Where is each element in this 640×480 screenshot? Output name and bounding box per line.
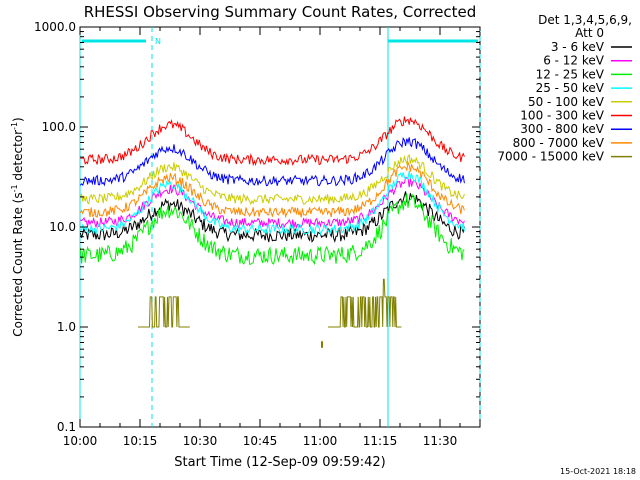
series-line-100-300kev (80, 116, 465, 167)
chart-title: RHESSI Observing Summary Count Rates, Co… (84, 3, 477, 21)
series-line-7000-15000-kev (138, 296, 190, 328)
legend-header-line2: Att 0 (575, 26, 604, 40)
x-tick-label: 10:15 (123, 434, 158, 448)
series-line-6-12kev (80, 177, 465, 230)
x-axis-label: Start Time (12-Sep-09 09:59:42) (174, 455, 385, 470)
series-line-3-6kev (79, 191, 465, 244)
legend-label: 3 - 6 keV (551, 40, 605, 54)
legend-label: 50 - 100 keV (528, 95, 605, 109)
x-axis: 10:00 10:15 10:30 10:45 11:00 11:15 11:30 (63, 27, 481, 448)
y-tick-label: 1.0 (57, 320, 76, 334)
series-line-300-800kev (80, 137, 465, 187)
y-tick-label: 100.0 (42, 120, 76, 134)
saa-layer: N (79, 27, 481, 427)
series-line-12-25kev (79, 193, 465, 266)
y-axis: 1000.0 100.0 10.0 1.0 0.1 (34, 20, 480, 434)
y-tick-label: 10.0 (49, 220, 76, 234)
legend-label: 12 - 25 keV (536, 67, 605, 81)
legend-label: 25 - 50 keV (536, 81, 605, 95)
x-tick-label: 11:30 (423, 434, 458, 448)
x-tick-label: 10:30 (183, 434, 218, 448)
legend-label: 6 - 12 keV (543, 54, 605, 68)
series-line-50-100kev (80, 153, 465, 206)
y-tick-label: 0.1 (57, 420, 76, 434)
series-line-25-50kev (80, 171, 465, 236)
legend-label: 7000 - 15000 keV (497, 150, 604, 164)
legend-label: 800 - 7000 keV (513, 136, 605, 150)
legend-label: 300 - 800 keV (520, 122, 604, 136)
x-tick-label: 11:15 (363, 434, 398, 448)
legend-label: 100 - 300 keV (520, 109, 604, 123)
y-axis-label: Corrected Count Rate (s-1 detector-1) (10, 117, 25, 336)
saa-label: N (155, 37, 161, 46)
y-tick-label: 1000.0 (34, 20, 76, 34)
series-layer (79, 116, 465, 348)
x-tick-label: 10:00 (63, 434, 98, 448)
series-line-7000-15000-kev (328, 278, 402, 328)
legend-header-line1: Det 1,3,4,5,6,9, (538, 13, 632, 27)
x-tick-label: 10:45 (243, 434, 278, 448)
x-tick-label: 11:00 (303, 434, 338, 448)
series-line-800-7000kev (79, 160, 465, 219)
timestamp: 15-Oct-2021 18:18 (560, 467, 636, 476)
